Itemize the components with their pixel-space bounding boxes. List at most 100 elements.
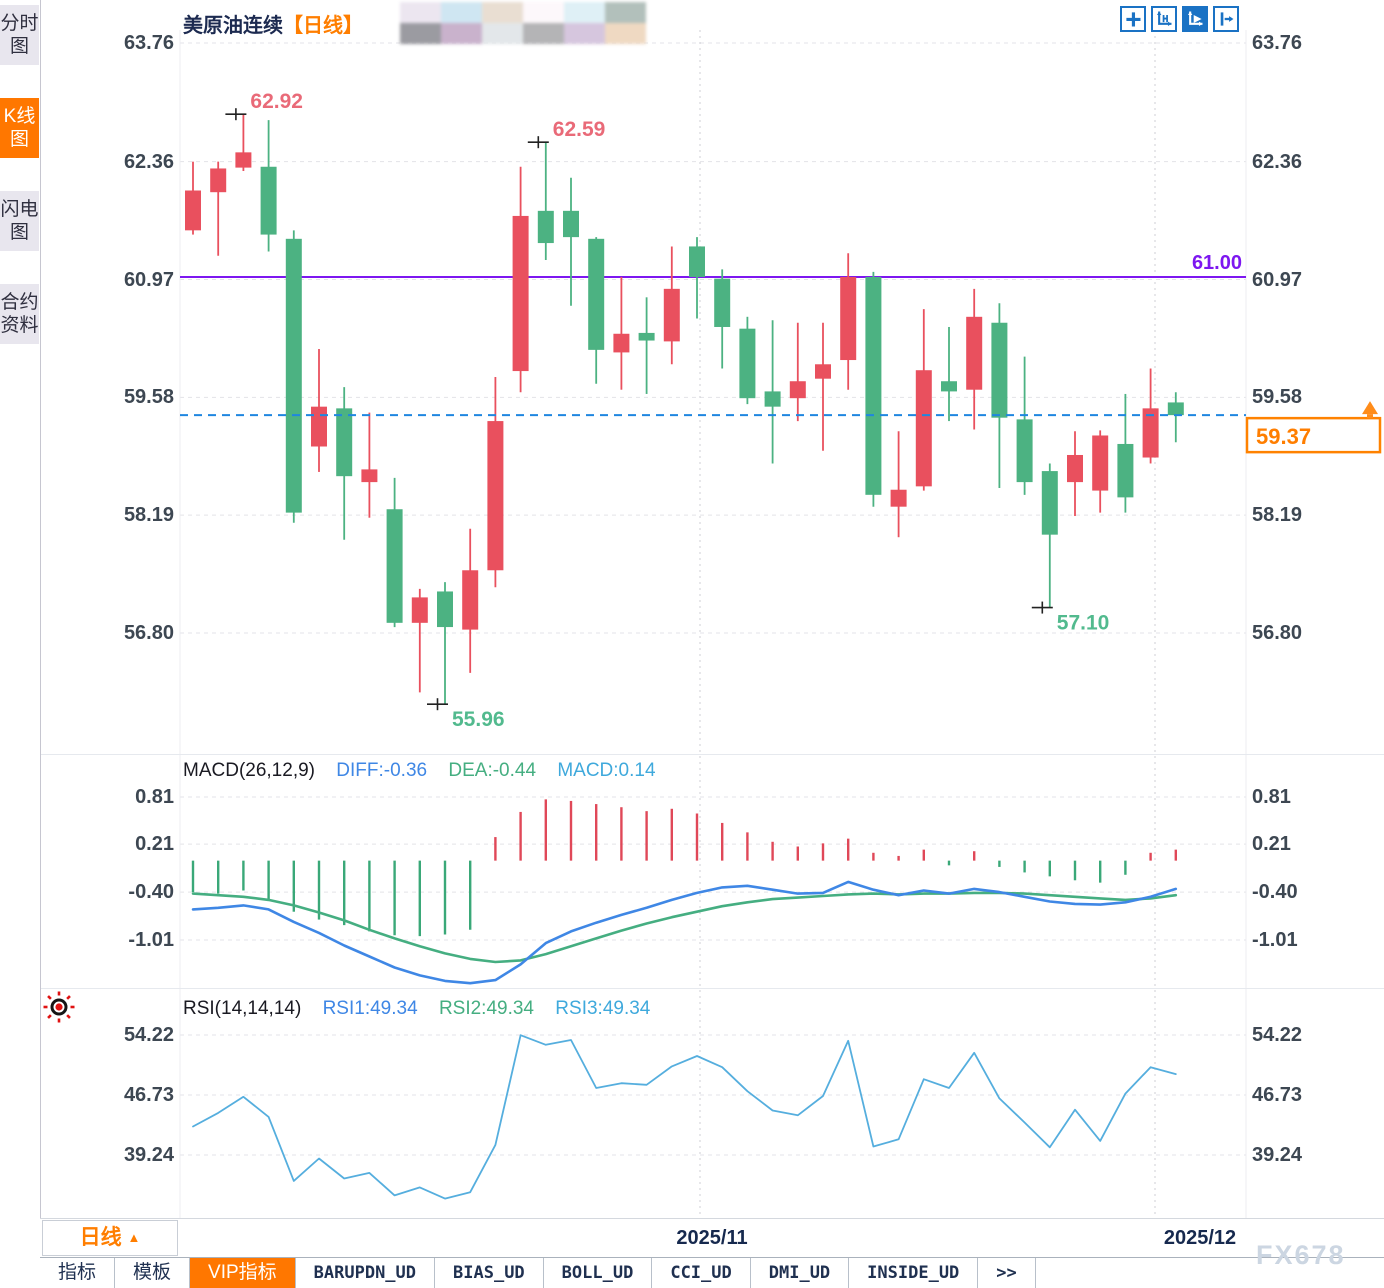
- chevron-up-icon: ▲: [127, 1230, 140, 1245]
- y-axis-label: 54.22: [40, 1025, 174, 1045]
- candlestick-series: [185, 114, 1184, 704]
- last-price-value: 59.37: [1256, 424, 1311, 449]
- move-icon[interactable]: [1120, 6, 1146, 32]
- macd-dea-value: DEA:-0.44: [448, 760, 536, 781]
- panel-separator-rsi: [40, 988, 1384, 989]
- rsi-title: RSI(14,14,14): [183, 998, 301, 1019]
- x-axis-label-1: 2025/11: [652, 1227, 772, 1250]
- trading-app: 61.0059.3762.9262.5955.9657.10 分时图K线图闪电图…: [0, 0, 1384, 1288]
- indicator-settings-icon[interactable]: [42, 990, 76, 1024]
- y-axis-label: -1.01: [1252, 930, 1382, 950]
- macd-diff-value: DIFF:-0.36: [336, 760, 427, 781]
- period-tag: 【日线】: [283, 15, 363, 37]
- indicator-tab-9[interactable]: INSIDE_UD: [849, 1258, 978, 1288]
- y-axis-label: 58.19: [40, 505, 174, 525]
- redacted-block: [482, 2, 523, 23]
- redacted-block: [523, 2, 564, 23]
- sidebar-tab-4[interactable]: 合约资料: [0, 284, 39, 344]
- candle-body: [210, 168, 226, 192]
- level-line-label: 61.00: [1192, 252, 1242, 274]
- candle-body: [865, 277, 881, 495]
- candle-body: [790, 381, 806, 398]
- y-axis-label: 56.80: [40, 623, 174, 643]
- indicator-tab-8[interactable]: DMI_UD: [751, 1258, 849, 1288]
- annotation-value: 55.96: [452, 708, 505, 731]
- candle-body: [664, 289, 680, 342]
- y-axis-label: 62.36: [1252, 152, 1382, 172]
- candle-body: [891, 490, 907, 507]
- price-annotation: 55.96: [427, 698, 505, 731]
- axis-zoom-icon[interactable]: [1151, 6, 1177, 32]
- y-axis-label: -1.01: [40, 930, 174, 950]
- exit-right-icon[interactable]: [1213, 6, 1239, 32]
- indicator-tab-10[interactable]: >>: [978, 1258, 1035, 1288]
- candle-body: [1067, 455, 1083, 482]
- y-axis-label: 54.22: [1252, 1025, 1382, 1045]
- indicator-tab-1[interactable]: 指标: [40, 1258, 115, 1288]
- candle-body: [815, 364, 831, 378]
- candle-body: [235, 152, 251, 167]
- y-axis-label: 0.81: [40, 787, 174, 807]
- candle-body: [361, 469, 377, 482]
- macd-header: MACD(26,12,9) DIFF:-0.36 DEA:-0.44 MACD:…: [183, 760, 672, 782]
- sidebar-tab-1[interactable]: 分时图: [0, 5, 39, 65]
- indicator-tab-6[interactable]: BOLL_UD: [544, 1258, 653, 1288]
- y-axis-label: 56.80: [1252, 623, 1382, 643]
- period-selector-label: 日线: [80, 1226, 122, 1249]
- y-axis-label: 59.58: [1252, 387, 1382, 407]
- sidebar-tab-2[interactable]: K线图: [0, 98, 39, 158]
- candle-body: [387, 509, 403, 623]
- symbol-name: 美原油连续: [183, 15, 283, 37]
- macd-hist-value: MACD:0.14: [557, 760, 655, 781]
- y-axis-label: 63.76: [1252, 33, 1382, 53]
- candle-body: [840, 277, 856, 360]
- candle-body: [412, 597, 428, 622]
- indicator-tab-4[interactable]: BARUPDN_UD: [296, 1258, 435, 1288]
- redacted-block: [564, 23, 605, 44]
- indicator-tab-7[interactable]: CCI_UD: [652, 1258, 750, 1288]
- x-axis-row: 日线 ▲ 2025/11 2025/12: [40, 1218, 1384, 1258]
- y-axis-label: 0.21: [1252, 834, 1382, 854]
- y-axis-label: 58.19: [1252, 505, 1382, 525]
- redacted-block: [400, 2, 441, 23]
- redacted-block: [482, 23, 523, 44]
- candle-body: [639, 333, 655, 341]
- indicator-tab-5[interactable]: BIAS_UD: [435, 1258, 544, 1288]
- candle-body: [714, 279, 730, 327]
- price-annotation: 62.59: [528, 118, 606, 148]
- redacted-block: [605, 2, 646, 23]
- y-axis-label: 39.24: [40, 1145, 174, 1165]
- candle-body: [538, 211, 554, 243]
- indicator-tab-2[interactable]: 模板: [115, 1258, 190, 1288]
- auto-scale-icon[interactable]: [1182, 6, 1208, 32]
- indicator-tab-bar: 指标模板VIP指标BARUPDN_UDBIAS_UDBOLL_UDCCI_UDD…: [40, 1257, 1384, 1288]
- y-axis-label: 59.58: [40, 387, 174, 407]
- candle-body: [563, 211, 579, 237]
- y-axis-label: -0.40: [1252, 882, 1382, 902]
- price-annotation: 62.92: [225, 90, 303, 120]
- rsi-header: RSI(14,14,14) RSI1:49.34 RSI2:49.34 RSI3…: [183, 998, 666, 1020]
- annotation-value: 62.59: [553, 118, 606, 141]
- rsi-line: [193, 1035, 1176, 1198]
- macd-diff-line: [193, 882, 1176, 983]
- macd-title: MACD(26,12,9): [183, 760, 315, 781]
- candle-body: [941, 381, 957, 391]
- y-axis-label: 0.21: [40, 834, 174, 854]
- x-axis-label-2: 2025/12: [1140, 1227, 1260, 1250]
- redacted-block: [441, 23, 482, 44]
- candle-body: [588, 239, 604, 350]
- sidebar-tab-3[interactable]: 闪电图: [0, 191, 39, 251]
- candle-body: [286, 239, 302, 513]
- y-axis-label: 46.73: [1252, 1085, 1382, 1105]
- rsi3-value: RSI3:49.34: [555, 998, 650, 1019]
- candle-body: [487, 421, 503, 570]
- candle-body: [437, 591, 453, 627]
- y-axis-label: 39.24: [1252, 1145, 1382, 1165]
- candle-body: [966, 317, 982, 390]
- period-selector-button[interactable]: 日线 ▲: [42, 1220, 178, 1256]
- indicator-tab-3[interactable]: VIP指标: [190, 1258, 296, 1288]
- chart-canvas[interactable]: 61.0059.3762.9262.5955.9657.10: [0, 0, 1384, 1288]
- y-axis-label: 60.97: [40, 270, 174, 290]
- panel-separator-macd: [40, 754, 1384, 755]
- candle-body: [185, 190, 201, 230]
